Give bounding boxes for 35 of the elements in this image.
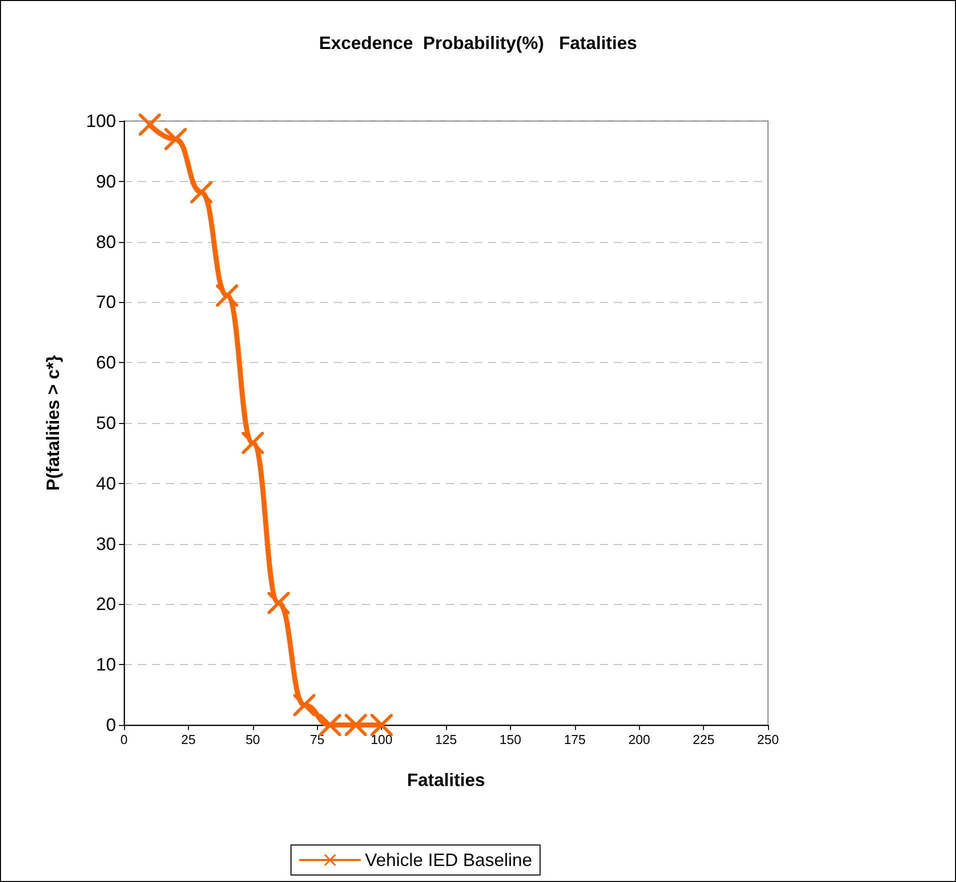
y-tick-label: 90 <box>96 171 116 192</box>
point <box>138 114 161 136</box>
x-tick-label: 0 <box>120 732 128 747</box>
y-tick-label: 100 <box>86 111 116 131</box>
chart-title: Excedence Probability(%) Fatalities <box>318 33 638 53</box>
x-tick-label: 125 <box>435 732 457 747</box>
point <box>164 128 187 150</box>
x-tick-label: 175 <box>564 732 586 747</box>
point <box>370 714 393 736</box>
x-tick-label: 225 <box>692 732 714 747</box>
point <box>190 181 212 204</box>
point <box>293 694 316 716</box>
y-tick-label: 20 <box>96 594 116 614</box>
y-tick-label: 60 <box>96 352 116 373</box>
legend-label: Vehicle IED Baseline <box>365 850 532 870</box>
y-tick-label: 40 <box>96 473 116 494</box>
x-tick-label: 250 <box>757 732 779 747</box>
x-tick-label: 75 <box>310 732 324 747</box>
y-tick-label: 80 <box>96 232 116 252</box>
point <box>216 284 238 307</box>
point <box>268 592 290 614</box>
y-tick-label: 10 <box>96 654 116 675</box>
y-tick-label: 50 <box>96 413 116 433</box>
point <box>344 714 367 736</box>
x-tick-label: 25 <box>181 732 196 747</box>
x-tick-label: 150 <box>500 732 522 747</box>
y-tick-label: 70 <box>96 292 116 312</box>
x-tick-label: 100 <box>370 732 392 747</box>
y-tick-label: 30 <box>96 534 116 554</box>
point <box>242 432 264 454</box>
x-axis-title: Fatalities <box>406 770 486 790</box>
x-tick-label: 50 <box>246 732 260 747</box>
x-tick-label: 200 <box>628 732 650 747</box>
y-axis-title: P(fatalities > c*} <box>43 355 63 491</box>
point <box>319 714 342 736</box>
